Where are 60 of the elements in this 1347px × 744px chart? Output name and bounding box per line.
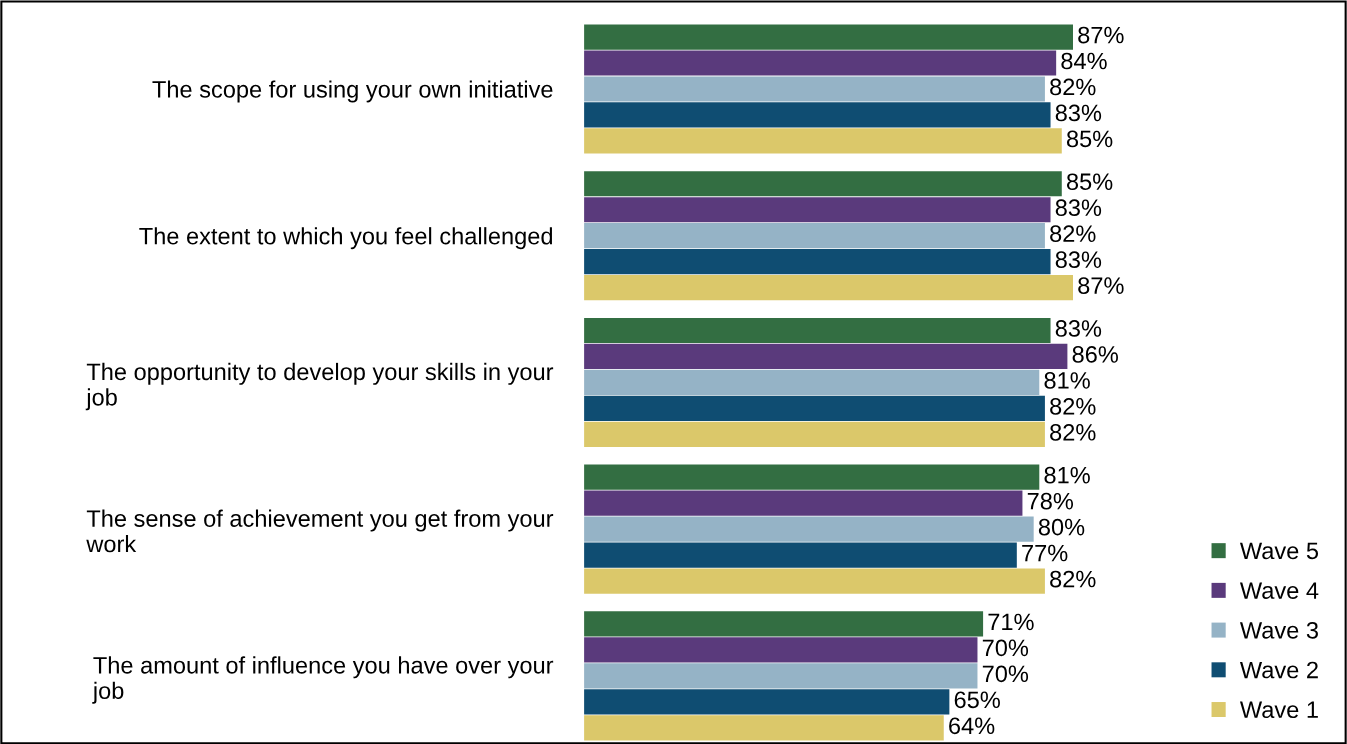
data-label: 83% [1055, 199, 1102, 217]
bar [584, 223, 1045, 249]
bar [584, 542, 1017, 568]
data-label: 77% [1022, 544, 1068, 562]
y-tick-label: The amount of influence you have over your job [92, 656, 554, 704]
bar [584, 50, 1057, 76]
bar [584, 516, 1034, 542]
bar [584, 464, 1040, 490]
data-label: 87% [1078, 26, 1124, 44]
data-label: 81% [1044, 372, 1090, 389]
data-label: 84% [1061, 52, 1107, 70]
y-tick-label: The sense of achievement you get from your work [86, 509, 554, 553]
data-label: 86% [1072, 346, 1118, 363]
bar [584, 663, 978, 689]
legend-label: Wave 1 [1239, 701, 1318, 719]
data-label: 71% [988, 613, 1034, 631]
bar [584, 421, 1045, 447]
data-label: 82% [1050, 570, 1096, 588]
data-label: 80% [1038, 518, 1085, 536]
bar [584, 715, 944, 741]
bar [584, 568, 1045, 594]
legend-label: Wave 2 [1239, 661, 1318, 679]
legend-label: Wave 4 [1239, 582, 1319, 599]
data-label: 82% [1050, 225, 1096, 243]
bar [584, 369, 1040, 396]
data-label: 64% [949, 717, 995, 735]
data-label: 83% [1055, 104, 1102, 122]
bar [584, 102, 1051, 128]
data-label: 70% [982, 639, 1029, 657]
bar [584, 76, 1045, 102]
data-label: 82% [1050, 423, 1096, 441]
bar [584, 128, 1062, 154]
bar [584, 343, 1068, 370]
bar [584, 171, 1062, 197]
data-label: 83% [1055, 251, 1102, 269]
bar [584, 24, 1074, 50]
data-label: 70% [982, 665, 1029, 683]
data-label: 78% [1027, 492, 1074, 510]
data-label: 65% [954, 691, 1000, 709]
bar [584, 317, 1051, 344]
data-label: 87% [1078, 277, 1124, 294]
data-label: 82% [1050, 78, 1096, 96]
bar [584, 611, 984, 637]
y-tick-label: The scope for using your own initiative [152, 80, 553, 103]
bar [584, 197, 1051, 223]
bar [584, 275, 1074, 301]
legend-label: Wave 3 [1239, 621, 1318, 639]
y-tick-label: The opportunity to develop your skills in your job [85, 362, 554, 411]
data-label: 82% [1050, 398, 1096, 415]
bar [584, 490, 1023, 516]
data-label: 81% [1044, 466, 1090, 484]
bar [584, 689, 950, 715]
data-label: 83% [1055, 320, 1102, 337]
data-label: 85% [1066, 173, 1113, 191]
legend-label: Wave 5 [1239, 542, 1319, 560]
data-label: 85% [1066, 130, 1113, 148]
y-tick-label: The extent to which you feel challenged [139, 227, 553, 250]
bar [584, 249, 1051, 275]
bar [584, 395, 1045, 421]
bar [584, 637, 978, 663]
